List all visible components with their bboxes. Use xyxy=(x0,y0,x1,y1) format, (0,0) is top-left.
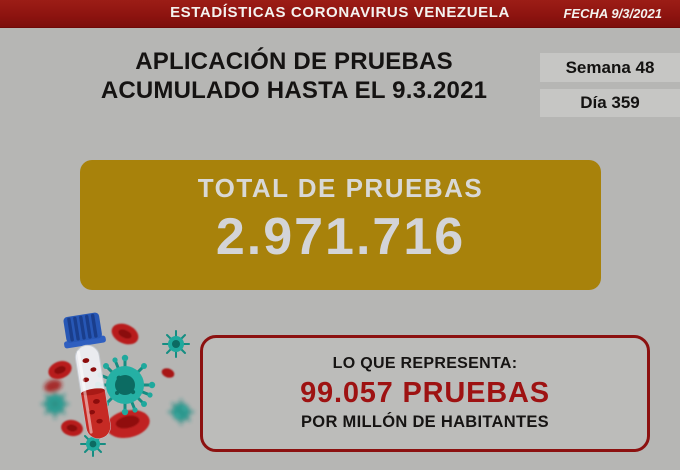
total-tests-value: 2.971.716 xyxy=(215,208,466,266)
header-title: ESTADÍSTICAS CORONAVIRUS VENEZUELA xyxy=(170,4,510,21)
virus-blood-testtube-illustration xyxy=(41,312,194,457)
main-title-line1: APLICACIÓN DE PRUEBAS xyxy=(135,48,453,75)
per-million-intro: LO QUE REPRESENTA: xyxy=(332,355,518,372)
day-badge: Día 359 xyxy=(540,89,680,117)
week-badge: Semana 48 xyxy=(540,53,680,82)
main-title-line2: ACUMULADO HASTA EL 9.3.2021 xyxy=(100,77,488,104)
header-date-label: FECHA 9/3/2021 xyxy=(563,6,662,21)
header-bar: ESTADÍSTICAS CORONAVIRUS VENEZUELA FECHA… xyxy=(0,0,680,28)
main-title: APLICACIÓN DE PRUEBAS ACUMULADO HASTA EL… xyxy=(0,47,588,105)
per-million-value: 99.057 PRUEBAS xyxy=(300,377,550,409)
total-tests-label: TOTAL DE PRUEBAS xyxy=(197,173,484,203)
per-million-card: LO QUE REPRESENTA: 99.057 PRUEBAS POR MI… xyxy=(200,335,650,452)
total-tests-card: TOTAL DE PRUEBAS 2.971.716 xyxy=(80,160,601,290)
per-million-caption: POR MILLÓN DE HABITANTES xyxy=(301,413,549,431)
